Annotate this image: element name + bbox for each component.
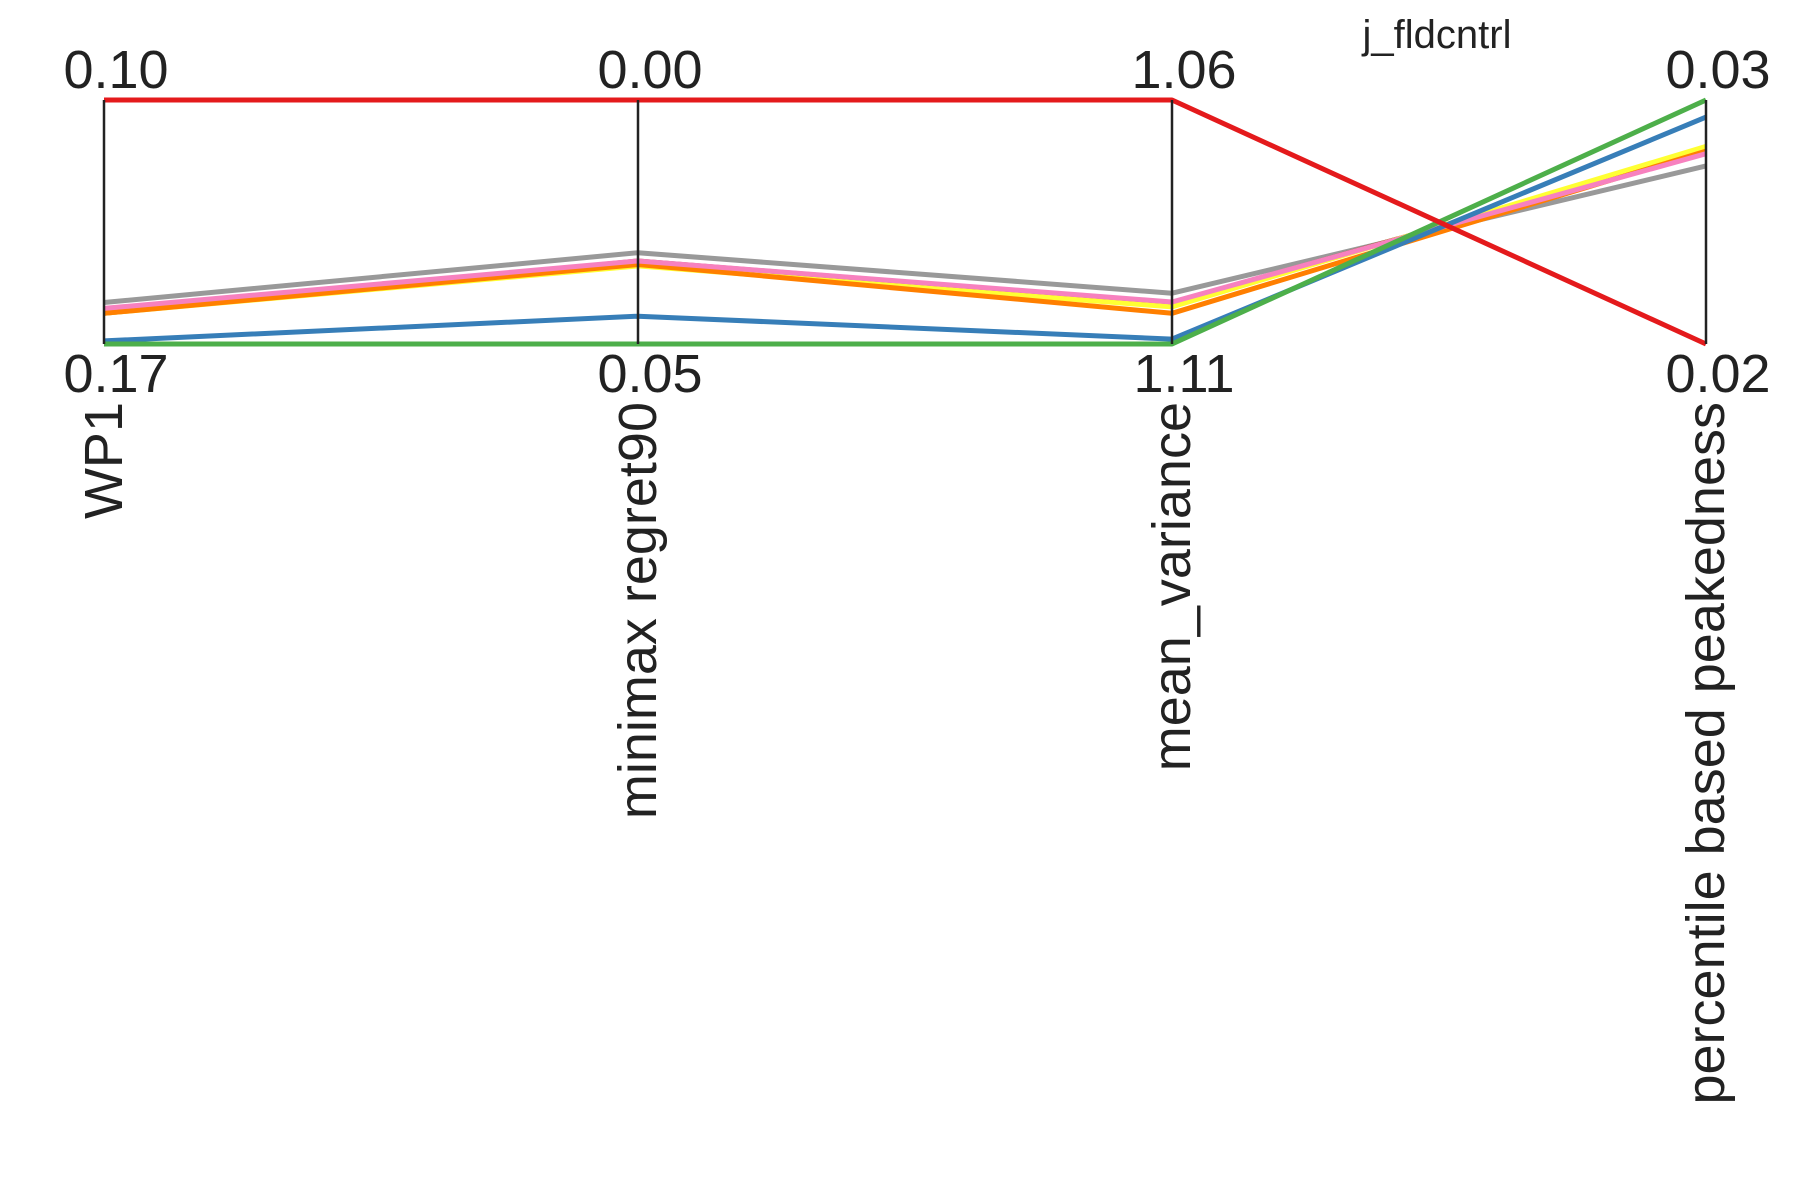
axis-top-tick-label: 0.03: [1665, 40, 1770, 100]
series-line-6: [103, 114, 1707, 344]
axis-name-label: WP1: [74, 402, 134, 519]
chart-title: j_fldcntrl: [1362, 13, 1512, 57]
axis-top-tick-label: 0.10: [63, 40, 168, 100]
series-line-8: [104, 97, 1708, 347]
axis-top-tick-label: 1.06: [1131, 40, 1236, 100]
axis-name-label: percentile based peakedness: [1676, 402, 1736, 1105]
series-line-4: [103, 148, 1707, 316]
axis-top-tick-label: 0.00: [597, 40, 702, 100]
series-layer: [103, 97, 1708, 347]
axis-bottom-tick-label: 0.02: [1665, 344, 1770, 404]
axis-bottom-tick-label: 0.17: [63, 344, 168, 404]
axis-bottom-tick-label: 1.11: [1133, 344, 1234, 404]
axis-bottom-tick-label: 0.05: [597, 344, 702, 404]
axis-name-label: mean_variance: [1142, 402, 1202, 771]
axis-name-label: minimax regret90: [608, 402, 668, 819]
